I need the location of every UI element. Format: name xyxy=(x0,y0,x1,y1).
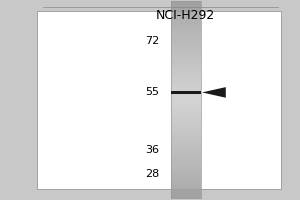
FancyBboxPatch shape xyxy=(37,11,281,189)
Text: 28: 28 xyxy=(145,169,159,179)
Bar xyxy=(171,1,200,199)
Polygon shape xyxy=(202,87,226,98)
Bar xyxy=(171,91,200,94)
Text: 36: 36 xyxy=(145,145,159,155)
Text: NCI-H292: NCI-H292 xyxy=(156,9,215,22)
Text: 55: 55 xyxy=(145,87,159,97)
Text: 72: 72 xyxy=(145,36,159,46)
